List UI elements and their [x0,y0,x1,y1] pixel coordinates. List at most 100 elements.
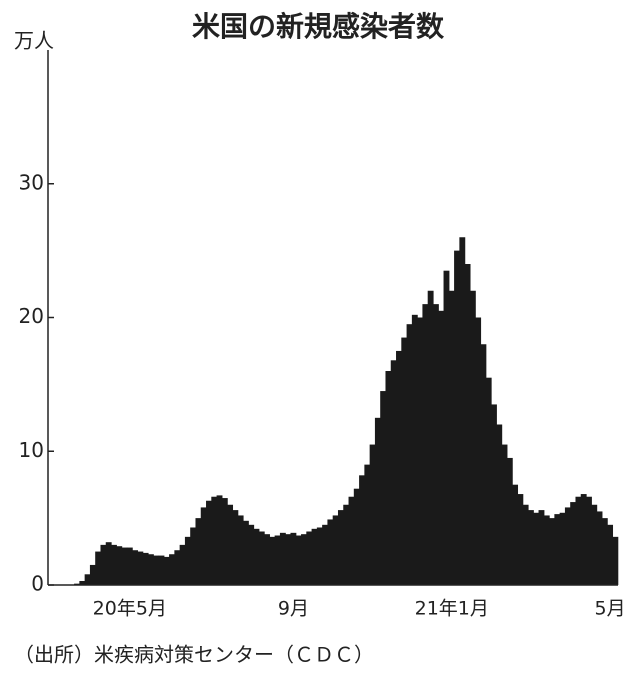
bar [417,317,424,585]
bar [190,527,197,585]
bar [411,314,418,585]
bar [580,494,587,585]
bar [427,290,434,585]
bar [269,536,276,585]
bar [211,496,218,585]
bar [311,528,318,585]
bar [364,464,371,585]
bar [512,484,519,585]
bar [570,502,577,585]
bar [295,535,302,585]
y-tick-label: 0 [31,572,44,596]
bar [137,551,144,585]
bar [84,574,91,585]
bar [322,524,329,585]
bar [501,444,508,585]
bar [306,531,313,585]
bar [105,542,112,585]
bar [359,475,365,585]
bar [396,350,402,585]
bar [438,310,445,585]
bar [200,507,207,585]
bar [506,457,513,585]
bar [401,337,408,585]
bar [95,551,102,585]
bar [169,554,175,585]
bar [264,534,270,585]
bar [517,494,524,585]
bar [527,510,534,585]
bar [380,391,387,585]
bar [79,580,86,585]
bar [153,555,160,585]
bar [538,510,545,585]
bar [522,504,529,585]
bar [564,507,571,585]
bar [258,531,265,585]
bar [374,417,381,585]
bar [332,515,339,585]
bar [543,515,550,585]
y-axis-label: 万人 [14,29,54,53]
bar [496,424,503,585]
bar [448,290,455,585]
bar [369,444,376,585]
x-tick-label: 5月 [595,598,626,620]
bar [533,512,540,585]
bar [596,511,603,585]
bar [274,535,281,585]
bar [132,550,139,585]
bar [475,317,482,585]
bar [443,270,450,585]
bar [126,547,133,585]
bar [121,547,128,585]
bar [385,371,392,585]
bar [89,564,96,585]
bar [464,264,471,585]
chart-title: 米国の新規感染者数 [192,10,445,43]
bar [554,514,561,585]
x-tick-label: 9月 [278,598,309,620]
bar [459,237,466,585]
bar [116,546,123,585]
bar [206,500,212,585]
bar [216,495,223,585]
bar [422,304,429,585]
bar [612,536,619,585]
bar [221,498,228,585]
bar [163,556,170,585]
bar [601,518,608,585]
bar [406,324,413,585]
bar [111,544,117,585]
bar [301,534,307,585]
bar [575,496,582,585]
bar [285,534,292,585]
bar [290,532,297,585]
bar [343,504,350,585]
x-tick-label: 20年5月 [93,598,167,620]
bar [279,532,286,585]
bar [242,520,249,585]
bar [559,512,566,585]
y-tick-label: 30 [19,170,44,194]
bar [232,510,239,585]
bar [586,496,592,585]
bar [607,524,614,585]
bar [327,519,334,585]
bar [158,555,165,585]
bar [237,515,244,585]
bar [174,550,181,585]
bar [100,544,107,585]
bar [195,518,202,585]
bar [337,510,344,585]
bar [147,554,154,585]
bar [549,518,555,585]
y-tick-label: 20 [19,304,44,328]
bar [348,496,355,585]
bar [253,528,260,585]
bar [179,544,186,585]
bar [485,377,492,585]
bar [248,524,255,585]
bar [491,404,497,585]
